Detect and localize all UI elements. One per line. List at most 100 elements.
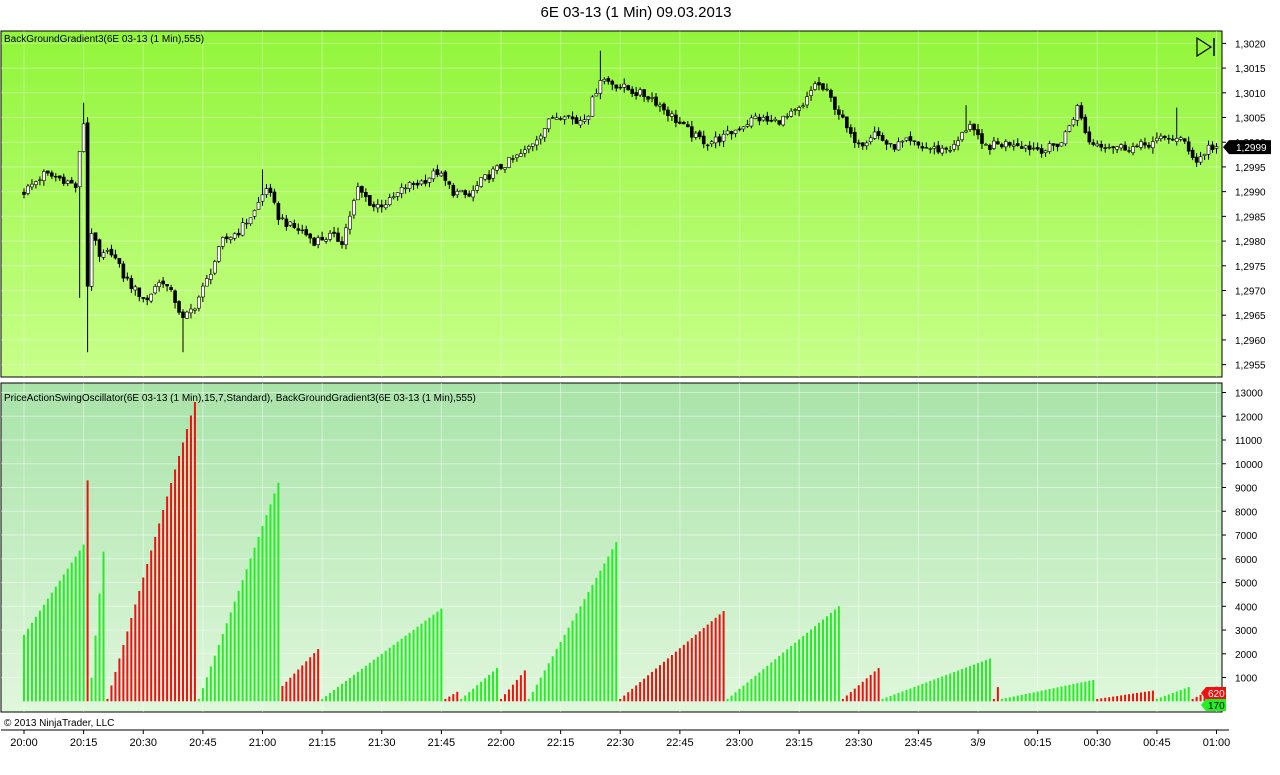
price-candle-body: [399, 187, 404, 194]
price-candle-body: [785, 116, 790, 118]
oscillator-bar-up: [1020, 694, 1023, 702]
price-candle-body: [586, 115, 591, 120]
oscillator-bar-up: [726, 698, 729, 702]
price-candle-body: [407, 182, 412, 189]
oscillator-bar-up: [957, 670, 960, 702]
oscillator-bar-down: [189, 415, 192, 702]
oscillator-bar-down: [178, 455, 181, 702]
price-candle-body: [1051, 143, 1056, 146]
oscillator-bar-up: [273, 493, 276, 702]
price-candle-body: [209, 274, 213, 280]
oscillator-bar-up: [245, 569, 248, 702]
oscillator-bar-up: [90, 677, 93, 702]
price-candle-body: [1063, 131, 1068, 145]
oscillator-bar-up: [917, 685, 920, 702]
oscillator-bar-up: [961, 669, 964, 702]
oscillator-bar-up: [436, 611, 439, 702]
oscillator-bar-down: [635, 685, 638, 702]
oscillator-bar-up: [237, 590, 240, 702]
oscillator-bar-up: [42, 604, 45, 702]
price-tick-label: 1,2995: [1235, 163, 1266, 174]
price-candle-body: [268, 187, 273, 193]
oscillator-bar-up: [527, 698, 530, 702]
oscillator-bar-up: [404, 635, 407, 702]
price-candle-body: [725, 130, 730, 135]
oscillator-bar-up: [348, 677, 351, 702]
price-candle-body: [177, 301, 181, 313]
price-tick-label: 1,2955: [1235, 361, 1266, 372]
oscillator-bar-up: [277, 482, 280, 702]
oscillator-bar-up: [26, 628, 29, 702]
price-candle-body: [845, 116, 849, 129]
oscillator-y-axis[interactable]: 13000 12000 11000 10000 9000 8000 7000 6000 5000…: [1222, 389, 1263, 685]
oscillator-tick-label: 1000: [1235, 674, 1258, 685]
oscillator-bar-up: [1040, 690, 1043, 702]
oscillator-bar-up: [325, 695, 328, 702]
oscillator-bar-up: [1076, 683, 1079, 702]
price-candle-body: [912, 140, 917, 142]
price-candle-body: [42, 171, 46, 181]
price-candle-body: [646, 96, 650, 100]
price-candle-body: [940, 147, 945, 154]
price-candle-body: [383, 204, 388, 209]
oscillator-bar-up: [778, 655, 781, 702]
oscillator-bar-down: [651, 671, 654, 702]
price-candle-body: [769, 119, 774, 122]
oscillator-bar-down: [507, 689, 510, 702]
price-candle-body: [336, 232, 340, 242]
oscillator-bar-up: [62, 574, 65, 702]
oscillator-bar-up: [201, 688, 204, 702]
oscillator-bar-up: [1080, 682, 1083, 702]
oscillator-bar-down: [110, 685, 113, 702]
price-candle-body: [960, 132, 964, 140]
price-candle-body: [26, 185, 30, 194]
price-candle-body: [375, 204, 380, 209]
price-candle-body: [491, 168, 495, 179]
price-y-axis[interactable]: 1,30201,30151,30101,30051,30001,29951,29…: [1222, 39, 1266, 372]
oscillator-bar-down: [106, 698, 109, 702]
oscillator-bar-up: [257, 536, 260, 702]
price-candle-body: [566, 115, 571, 117]
price-candle-body: [1103, 147, 1107, 149]
oscillator-bar-up: [758, 672, 761, 702]
oscillator-bar-down: [185, 428, 188, 702]
price-candle-body: [749, 117, 754, 127]
price-candle-body: [988, 144, 992, 150]
oscillator-bar-down: [1147, 691, 1150, 702]
time-tick-label: 23:15: [785, 737, 813, 749]
price-candle-body: [316, 237, 320, 245]
oscillator-tick-label: 9000: [1235, 484, 1258, 495]
oscillator-bar-down: [285, 681, 288, 702]
price-candle-body: [320, 236, 324, 241]
price-candle-body: [1111, 146, 1115, 149]
oscillator-bar-down: [162, 509, 165, 702]
oscillator-bar-down: [666, 658, 669, 702]
price-candle-body: [817, 82, 821, 86]
oscillator-bar-down: [623, 695, 626, 702]
price-candle-body: [570, 116, 575, 120]
price-candle-body: [519, 153, 523, 157]
price-candle-body: [689, 126, 694, 138]
oscillator-bar-down: [710, 621, 713, 702]
price-candle-body: [682, 122, 686, 125]
oscillator-bar-up: [821, 619, 824, 702]
oscillator-bar-up: [1000, 698, 1003, 702]
play-to-end-icon[interactable]: [1193, 36, 1217, 58]
oscillator-bar-down: [281, 685, 284, 702]
price-candle-body: [1214, 146, 1219, 149]
price-candle-body: [765, 115, 770, 122]
oscillator-bar-up: [734, 692, 737, 702]
price-candle-body: [598, 80, 603, 94]
oscillator-bar-up: [412, 629, 415, 702]
price-candle-body: [125, 276, 130, 279]
price-candle-body: [1043, 150, 1048, 153]
price-candle-body: [562, 116, 567, 120]
time-x-axis[interactable]: 20:00 20:15 20:30 20:45 21:00 21:15 21:30 21:45…: [10, 730, 1230, 749]
price-candle-body: [503, 167, 507, 170]
price-candle-body: [833, 96, 837, 110]
price-candle-body: [419, 180, 424, 185]
price-candle-body: [904, 137, 909, 141]
time-tick-label: 22:30: [606, 737, 634, 749]
price-candle-body: [81, 123, 86, 152]
